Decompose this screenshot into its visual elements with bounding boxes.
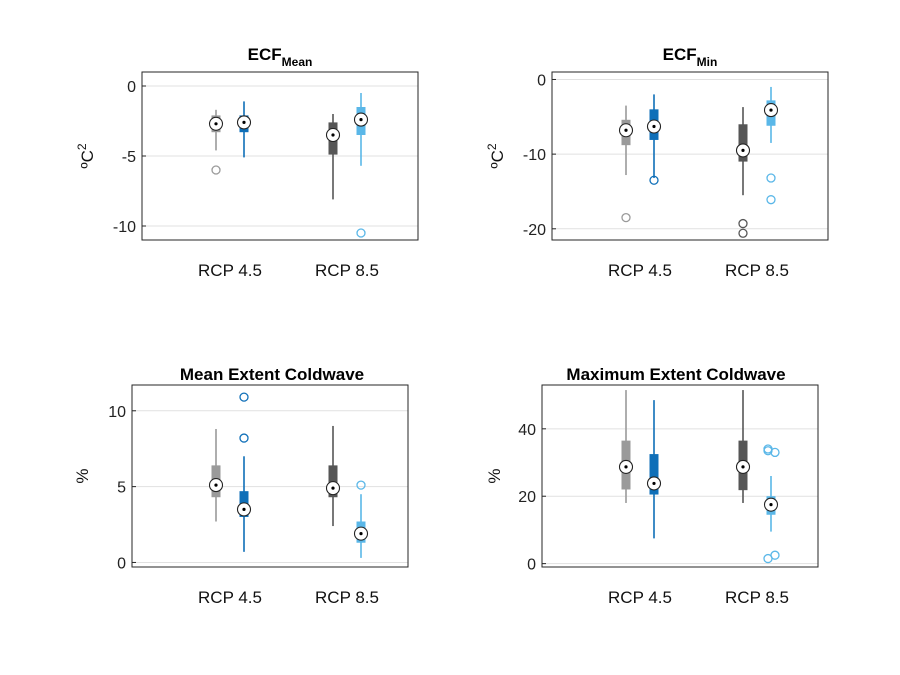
plot-area-border — [551, 71, 829, 241]
box-0 — [208, 109, 224, 175]
y-axis-label: % — [73, 468, 92, 483]
median-dot — [769, 503, 773, 507]
y-axis-label: ºC2 — [485, 143, 507, 169]
ytick-label-0: 40 — [518, 422, 536, 439]
chart-panel-3: 10 5 0 Mean Extent Coldwave% RCP 4.5 RCP 8.5 — [73, 365, 409, 607]
median-dot — [741, 465, 745, 469]
median-dot — [359, 532, 363, 536]
chart-panel-1: 0 -5 -10 ECFMean ºC2 RCP 4.5 RCP 8.5 — [75, 45, 419, 280]
median-dot — [214, 122, 218, 126]
category-label-1: RCP 8.5 — [315, 261, 379, 280]
box-0 — [618, 105, 634, 223]
ytick-label-0: 0 — [127, 79, 136, 96]
box-2 — [325, 425, 341, 527]
box-1 — [236, 392, 252, 552]
panel-title: Mean Extent Coldwave — [180, 365, 364, 384]
outlier-point — [211, 165, 221, 175]
box-body — [738, 124, 748, 162]
ytick-label-1: 5 — [117, 480, 126, 497]
box-3 — [763, 86, 779, 205]
box-2 — [735, 390, 751, 503]
ytick-label-0: 10 — [108, 404, 126, 421]
median-dot — [331, 133, 335, 137]
ytick-label-1: -10 — [523, 147, 546, 164]
ytick-label-2: 0 — [527, 557, 536, 574]
box-3 — [353, 480, 369, 558]
ytick-label-1: 20 — [518, 489, 536, 506]
outlier-point — [649, 175, 659, 185]
ytick-label-2: -10 — [113, 219, 136, 236]
median-dot — [359, 118, 363, 122]
outlier-point — [763, 444, 773, 454]
plot-area-border — [131, 384, 409, 568]
median-dot — [242, 120, 246, 124]
chart-panel-2: 0 -10 -20 ECFMin ºC2 RCP 4.5 RCP 8.5 — [485, 45, 829, 280]
median-dot — [331, 486, 335, 490]
box-body — [649, 454, 659, 495]
outlier-point — [239, 433, 249, 443]
box-1 — [646, 94, 662, 185]
panel-title: ECFMin — [663, 45, 718, 69]
median-dot — [624, 128, 628, 132]
box-0 — [618, 390, 634, 503]
ytick-label-1: -5 — [122, 149, 136, 166]
median-dot — [652, 481, 656, 486]
median-dot — [242, 507, 246, 511]
median-dot — [624, 465, 628, 469]
category-label-1: RCP 8.5 — [725, 588, 789, 607]
category-label-0: RCP 4.5 — [608, 588, 672, 607]
ytick-label-2: 0 — [117, 555, 126, 572]
outlier-point — [356, 480, 366, 490]
median-dot — [741, 148, 745, 152]
outlier-point — [621, 212, 631, 223]
chart-panel-4: 40 20 0 Maximum Extent Coldwave% RCP 4.5 RCP … — [485, 365, 819, 607]
median-dot — [769, 108, 773, 112]
y-axis-label: % — [485, 468, 504, 483]
category-label-1: RCP 8.5 — [725, 261, 789, 280]
median-dot — [214, 483, 218, 487]
box-3 — [353, 93, 369, 238]
box-1 — [236, 101, 252, 158]
panel-title: Maximum Extent Coldwave — [566, 365, 785, 384]
box-3 — [763, 444, 780, 564]
panel-title: ECFMean — [248, 45, 313, 69]
category-label-0: RCP 4.5 — [198, 261, 262, 280]
category-label-0: RCP 4.5 — [608, 261, 672, 280]
outlier-point — [763, 553, 773, 564]
median-dot — [652, 124, 656, 129]
outlier-point — [239, 392, 249, 402]
outlier-point — [356, 228, 366, 238]
category-label-0: RCP 4.5 — [198, 588, 262, 607]
outlier-point — [766, 195, 776, 205]
outlier-point — [766, 173, 776, 183]
outlier-point — [738, 218, 748, 229]
box-1 — [646, 400, 662, 539]
box-2 — [325, 114, 341, 200]
plot-area-border — [541, 384, 819, 568]
box-2 — [735, 107, 751, 238]
y-axis-label: ºC2 — [75, 143, 97, 169]
ytick-label-2: -20 — [523, 222, 546, 239]
category-label-1: RCP 8.5 — [315, 588, 379, 607]
ytick-label-0: 0 — [537, 72, 546, 89]
box-0 — [208, 428, 224, 522]
outlier-point — [738, 228, 748, 238]
